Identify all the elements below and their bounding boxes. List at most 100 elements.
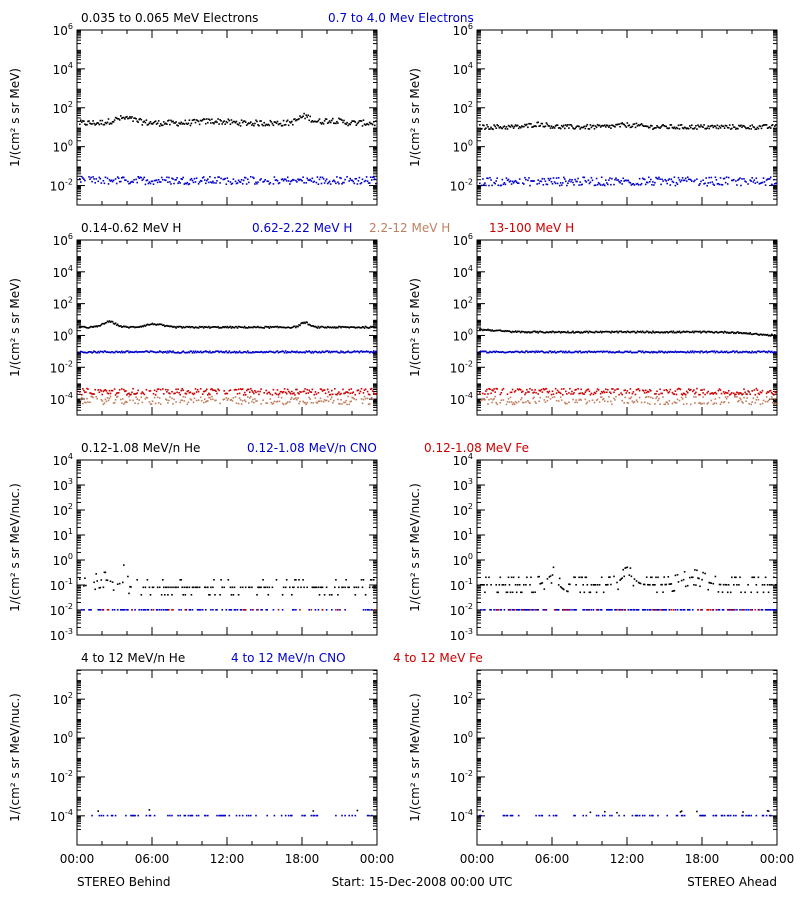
data-point	[130, 586, 132, 588]
data-point	[357, 180, 360, 182]
data-point	[207, 121, 209, 124]
data-point	[163, 586, 165, 589]
data-point	[644, 350, 647, 353]
data-point	[240, 388, 243, 391]
data-point	[181, 178, 183, 181]
data-point	[294, 325, 296, 328]
data-point	[167, 594, 169, 596]
data-point	[137, 402, 139, 405]
data-point	[686, 391, 689, 394]
data-point	[557, 351, 560, 353]
data-point	[200, 399, 203, 402]
data-point	[510, 351, 513, 354]
data-point	[278, 400, 281, 403]
data-point	[375, 393, 377, 395]
data-point	[147, 323, 150, 326]
data-point	[318, 400, 321, 402]
data-point	[116, 323, 119, 326]
data-point	[235, 182, 238, 185]
data-point	[240, 403, 243, 405]
data-point	[593, 391, 596, 394]
data-point	[101, 609, 104, 611]
data-point	[582, 393, 584, 395]
data-point	[619, 351, 621, 354]
data-point	[584, 127, 587, 130]
data-point	[687, 351, 690, 354]
data-point	[273, 121, 276, 123]
data-point	[479, 392, 481, 394]
data-point	[592, 351, 595, 353]
data-point	[612, 351, 614, 353]
data-point	[312, 586, 315, 589]
data-point	[626, 390, 629, 392]
data-point	[755, 332, 758, 335]
data-point	[722, 351, 725, 354]
data-point	[709, 331, 711, 333]
data-point	[749, 179, 751, 181]
data-point	[105, 351, 108, 353]
data-point	[155, 390, 158, 393]
data-point	[512, 576, 515, 579]
data-point	[338, 391, 340, 393]
data-point	[725, 125, 728, 127]
data-point	[728, 124, 731, 126]
data-point	[245, 124, 248, 126]
data-point	[307, 114, 309, 116]
data-point	[714, 398, 717, 400]
data-point	[716, 124, 719, 127]
data-point	[749, 125, 751, 127]
data-point	[131, 391, 133, 394]
data-point	[261, 609, 263, 611]
data-point	[711, 331, 714, 333]
data-point	[633, 401, 636, 403]
data-point	[130, 181, 132, 183]
data-point	[527, 179, 529, 182]
data-point	[678, 387, 681, 390]
data-point	[697, 124, 699, 126]
data-point	[511, 591, 514, 594]
data-point	[600, 125, 603, 127]
data-point	[114, 322, 117, 324]
data-point	[747, 609, 749, 611]
data-point	[710, 392, 713, 395]
data-point	[529, 584, 531, 586]
data-point	[643, 609, 646, 611]
data-point	[643, 125, 646, 127]
data-point	[264, 351, 266, 354]
data-point	[698, 125, 700, 128]
data-point	[694, 350, 696, 353]
data-point	[504, 127, 507, 130]
data-point	[233, 350, 236, 353]
data-point	[651, 184, 653, 186]
data-point	[175, 351, 177, 354]
data-point	[146, 397, 149, 399]
data-point	[94, 124, 96, 126]
data-point	[228, 119, 231, 122]
data-point	[750, 180, 752, 182]
data-point	[606, 182, 608, 184]
data-point	[214, 326, 216, 328]
data-point	[600, 331, 603, 334]
data-point	[98, 609, 101, 611]
data-point	[534, 400, 536, 403]
data-point	[350, 351, 352, 354]
data-point	[735, 128, 737, 130]
data-point	[575, 388, 577, 391]
data-point	[773, 402, 775, 404]
data-point	[537, 350, 539, 353]
data-point	[629, 331, 632, 334]
data-point	[516, 609, 519, 611]
data-point	[502, 387, 505, 390]
data-point	[157, 402, 160, 404]
data-point	[767, 350, 770, 352]
data-point	[587, 388, 590, 391]
data-point	[736, 584, 738, 586]
data-point	[764, 124, 767, 126]
data-point	[308, 179, 310, 182]
data-point	[638, 389, 641, 392]
data-point	[669, 583, 672, 585]
data-point	[599, 350, 602, 353]
data-point	[104, 350, 107, 353]
data-point	[636, 401, 639, 403]
